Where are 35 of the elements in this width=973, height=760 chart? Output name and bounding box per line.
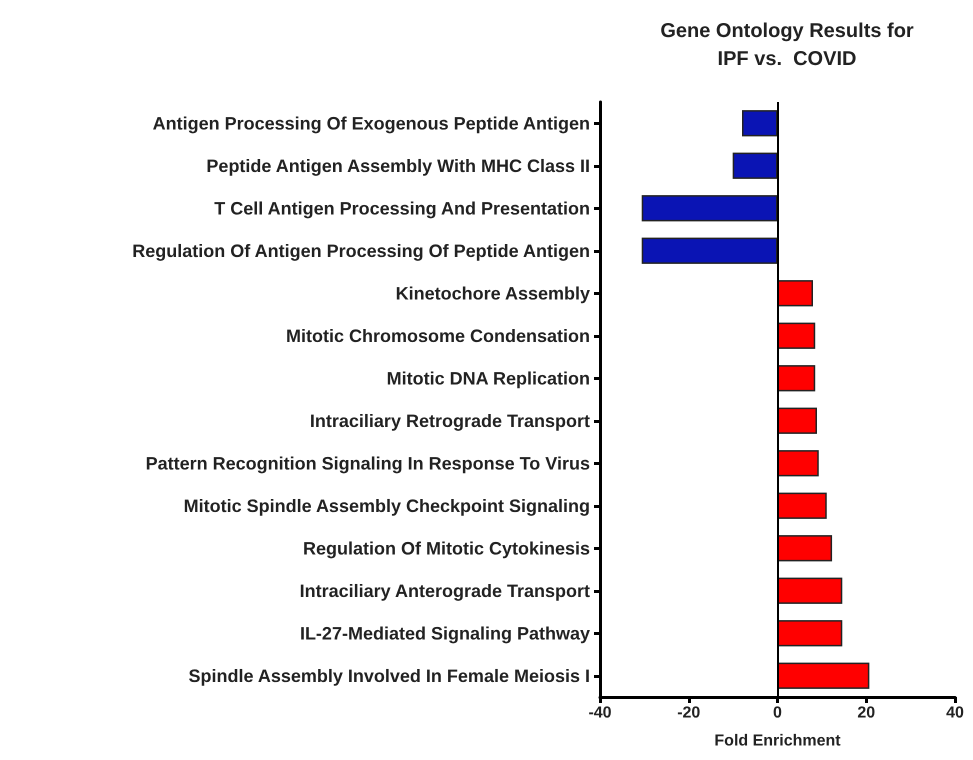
y-tick-label: Intraciliary Anterograde Transport	[300, 580, 590, 601]
y-tick-label: Mitotic Spindle Assembly Checkpoint Signaling	[184, 496, 590, 516]
y-tick-label: IL-27-Mediated Signaling Pathway	[300, 623, 590, 644]
y-tick-label: Intraciliary Retrograde Transport	[310, 410, 590, 431]
y-tick-label: Regulation Of Antigen Processing Of Peptide Antigen	[132, 240, 590, 261]
bar	[778, 535, 832, 562]
bar	[778, 492, 827, 519]
x-tick-label: -20	[677, 704, 700, 722]
bar	[778, 365, 816, 392]
bar	[742, 110, 778, 136]
bar	[778, 322, 816, 349]
bar	[642, 238, 778, 264]
bar	[732, 152, 778, 179]
y-tick-label: Pattern Recognition Signaling In Response To Virus	[146, 453, 590, 474]
bar	[778, 620, 842, 646]
x-axis-title: Fold Enrichment	[714, 732, 842, 750]
x-tick-label: 20	[857, 704, 876, 722]
y-tick-label: Antigen Processing Of Exogenous Peptide Antigen	[152, 113, 590, 134]
bar	[778, 280, 813, 306]
y-tick-label: Regulation Of Mitotic Cytokinesis	[302, 538, 590, 558]
y-tick-label: Mitotic Chromosome Condensation	[286, 326, 590, 346]
y-tick-label: Peptide Antigen Assembly With MHC Class II	[206, 156, 590, 176]
y-tick-label: Kinetochore Assembly	[396, 283, 590, 304]
x-tick-label: 40	[946, 704, 964, 722]
y-tick-label: Spindle Assembly Involved In Female Meiosis I	[188, 666, 590, 686]
chart-title: Gene Ontology Results for IPF vs. COVID	[660, 20, 914, 70]
y-tick-label: T Cell Antigen Processing And Presentation	[214, 198, 590, 218]
x-tick-label: -40	[588, 704, 612, 722]
bar	[778, 662, 870, 689]
bar	[778, 578, 842, 604]
y-tick-label: Mitotic DNA Replication	[386, 368, 590, 388]
bar	[778, 450, 819, 476]
bar	[642, 195, 778, 222]
x-tick-label: 0	[773, 704, 782, 722]
bar	[778, 408, 817, 434]
